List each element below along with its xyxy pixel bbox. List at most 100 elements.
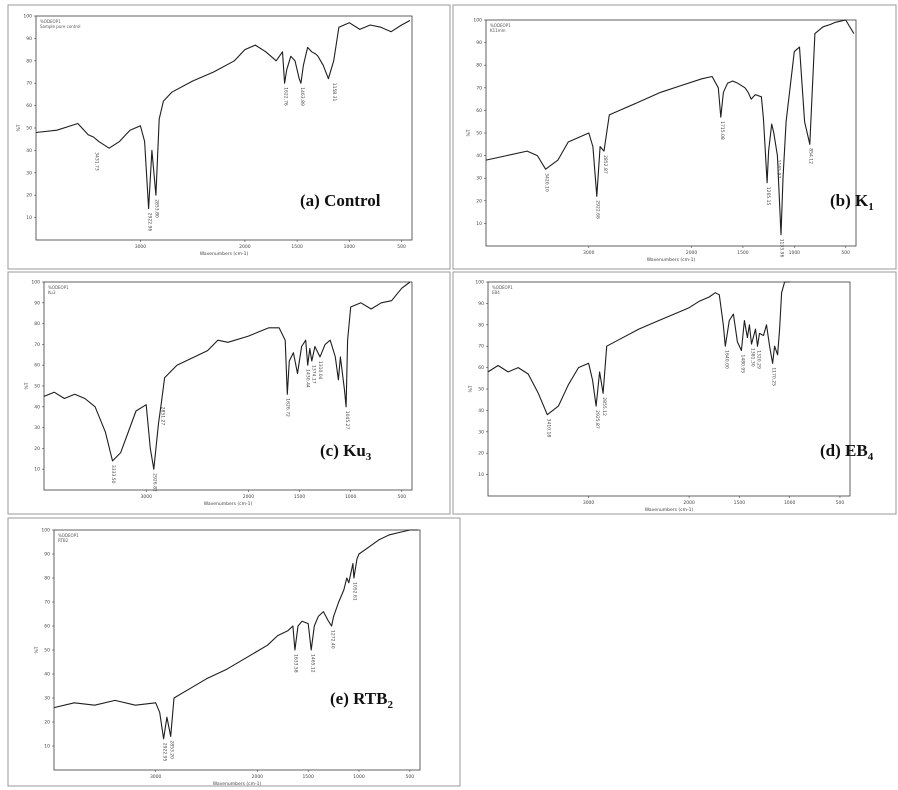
y-tick-label: 80 <box>44 576 50 582</box>
y-tick-label: 80 <box>34 321 40 327</box>
x-axis-label: Wavenumbers (cm-1) <box>213 781 262 787</box>
x-tick-label: 3000 <box>150 774 162 780</box>
x-tick-label: 1000 <box>784 500 796 506</box>
y-tick-label: 20 <box>478 451 484 457</box>
y-tick-label: 70 <box>478 344 484 350</box>
peak-label: 3431.73 <box>93 152 99 171</box>
peak-label: 1158.31 <box>331 83 337 102</box>
panel-caption: (a) Control <box>300 191 381 210</box>
spectrum-header: %ODEOP1 <box>48 285 69 290</box>
x-tick-label: 1000 <box>789 250 801 256</box>
y-tick-label: 20 <box>44 720 50 726</box>
y-tick-label: 30 <box>26 170 32 176</box>
y-axis-label: %T <box>466 129 472 136</box>
spectrum-header: Sample pure control <box>40 24 81 29</box>
plot-frame <box>53 529 421 771</box>
peak-label: 1626.72 <box>285 398 291 417</box>
x-tick-label: 2000 <box>252 774 264 780</box>
spectrum-header: K11mm <box>490 28 506 33</box>
y-axis-label: %T <box>34 646 40 653</box>
y-tick-label: 80 <box>478 322 484 328</box>
x-tick-label: 500 <box>841 250 850 256</box>
panel-caption-subscript: 3 <box>366 451 372 463</box>
spectrum-header: %ODEOP1 <box>492 285 513 290</box>
y-tick-label: 40 <box>26 148 32 154</box>
y-tick-label: 80 <box>26 58 32 64</box>
spectrum-line <box>487 281 790 416</box>
spectrum-line <box>53 529 418 740</box>
y-tick-label: 50 <box>476 131 482 137</box>
x-tick-label: 2000 <box>239 244 251 250</box>
y-tick-label: 20 <box>34 446 40 452</box>
peak-label: 1265.15 <box>765 187 771 206</box>
y-tick-label: 10 <box>478 472 484 478</box>
spectrum-header: %ODEOP1 <box>40 19 61 24</box>
spectrum-line <box>43 281 411 470</box>
y-tick-label: 10 <box>34 467 40 473</box>
peak-label: 1052.61 <box>352 582 358 601</box>
x-tick-label: 1500 <box>291 244 303 250</box>
peak-label: 1480.95 <box>739 354 745 373</box>
y-tick-label: 20 <box>476 198 482 204</box>
y-tick-label: 50 <box>44 648 50 654</box>
peak-label: 1430.44 <box>305 369 311 388</box>
peak-label: 1640.00 <box>723 350 729 369</box>
panel-caption-main: (b) K <box>830 191 869 210</box>
peak-label: 1381.30 <box>749 348 755 367</box>
panel-border <box>452 271 897 515</box>
y-tick-label: 40 <box>34 404 40 410</box>
peak-label: 1133.96 <box>779 239 785 258</box>
panel-caption-subscript: 2 <box>387 699 393 711</box>
x-tick-label: 3000 <box>583 250 595 256</box>
peak-label: 1310.04 <box>317 361 323 380</box>
y-tick-label: 60 <box>44 624 50 630</box>
panel-caption: (b) K1 <box>830 191 874 213</box>
y-tick-label: 100 <box>473 18 482 24</box>
peak-label: 2852.87 <box>602 155 608 174</box>
x-tick-label: 3000 <box>135 244 147 250</box>
peak-label: 1715.08 <box>719 121 725 140</box>
spectrum-line <box>485 19 855 236</box>
y-tick-label: 90 <box>476 40 482 46</box>
x-tick-label: 2000 <box>243 494 255 500</box>
x-tick-label: 1000 <box>353 774 365 780</box>
y-tick-label: 30 <box>34 425 40 431</box>
y-tick-label: 70 <box>34 342 40 348</box>
peak-label: 3410.18 <box>545 419 551 438</box>
y-tick-label: 40 <box>476 153 482 159</box>
x-tick-label: 3000 <box>140 494 152 500</box>
panel-caption-main: (c) Ku <box>320 441 366 460</box>
peak-label: 1170.25 <box>771 367 777 386</box>
peak-label: 2853.80 <box>154 199 160 218</box>
panel-caption-subscript: 4 <box>868 451 874 463</box>
x-axis-label: Wavenumbers (cm-1) <box>647 257 696 263</box>
x-tick-label: 1500 <box>734 500 746 506</box>
y-tick-label: 50 <box>26 126 32 132</box>
peak-label: 3420.10 <box>544 173 550 192</box>
x-tick-label: 500 <box>836 500 845 506</box>
y-tick-label: 30 <box>476 176 482 182</box>
y-tick-label: 100 <box>31 280 40 286</box>
panel-caption: (c) Ku3 <box>320 441 372 463</box>
y-tick-label: 20 <box>26 193 32 199</box>
y-tick-label: 30 <box>478 429 484 435</box>
spectrum-header: EB4 <box>492 290 500 295</box>
y-tick-label: 90 <box>44 552 50 558</box>
panel-caption: (e) RTB2 <box>330 689 393 711</box>
peak-label: 2855.12 <box>601 397 607 416</box>
peak-label: 2851.27 <box>159 407 165 426</box>
panel-caption-main: (e) RTB <box>330 689 387 708</box>
y-tick-label: 60 <box>476 108 482 114</box>
panel-caption-subscript: 1 <box>868 201 874 213</box>
x-tick-label: 3000 <box>583 500 595 506</box>
x-tick-label: 500 <box>406 774 415 780</box>
peak-label: 1272.40 <box>329 630 335 649</box>
y-tick-label: 30 <box>44 696 50 702</box>
y-tick-label: 10 <box>476 221 482 227</box>
spectrum-header: %ODEOP1 <box>490 23 511 28</box>
y-axis-label: %T <box>16 124 22 131</box>
peak-label: 2922.66 <box>595 200 601 219</box>
